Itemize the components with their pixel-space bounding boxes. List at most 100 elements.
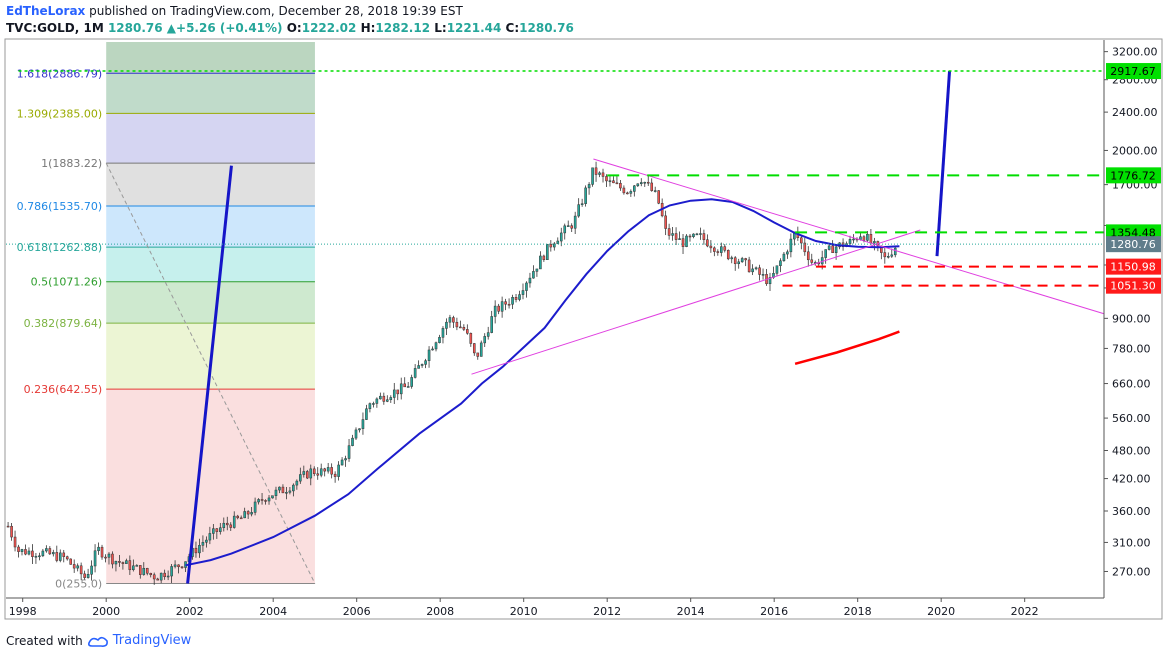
publish-line: EdTheLorax published on TradingView.com,… <box>6 4 463 18</box>
x-tick-label: 2018 <box>844 605 872 618</box>
y-tick-label: 780.00 <box>1112 342 1151 355</box>
x-tick-label: 2014 <box>677 605 705 618</box>
candle-body <box>681 238 685 247</box>
candle-body <box>69 558 73 565</box>
candle-body <box>761 274 765 276</box>
fib-zone <box>106 73 315 114</box>
candle-body <box>386 399 389 402</box>
tradingview-logo-icon[interactable] <box>87 634 109 648</box>
candle-body <box>354 429 358 439</box>
candle-body <box>410 377 413 387</box>
axes-layer: 270.00 310.00 360.00 420.00 480.00 560.00 660.… <box>4 38 1163 620</box>
candle-body <box>219 527 222 532</box>
candle-body <box>789 238 793 253</box>
candle-body <box>706 239 709 247</box>
candle-body <box>111 553 114 565</box>
candle-body <box>504 301 507 305</box>
candle-body <box>65 556 69 560</box>
tradingview-brand[interactable]: TradingView <box>112 633 192 648</box>
candle-body <box>52 552 55 555</box>
candle-body <box>518 294 521 300</box>
candle-body <box>827 245 831 250</box>
candle-body <box>406 386 410 388</box>
candle-body <box>396 389 400 395</box>
candle-body <box>726 250 730 260</box>
candle-body <box>751 268 754 273</box>
candle-body <box>278 486 281 491</box>
candle-body <box>222 522 226 528</box>
candle-body <box>497 305 500 312</box>
candle-body <box>650 182 654 191</box>
candle-body <box>643 181 647 184</box>
x-tick-label: 2004 <box>259 605 287 618</box>
candle-body <box>472 343 476 354</box>
candle-body <box>93 550 97 567</box>
candle-body <box>31 550 34 557</box>
fib-zone <box>106 113 315 164</box>
candle-body <box>553 243 556 248</box>
candle-body <box>810 259 814 263</box>
candle-body <box>695 233 699 236</box>
candle-body <box>305 471 309 479</box>
drawings-layer <box>6 70 1105 584</box>
candle-body <box>619 182 622 189</box>
candle-body <box>859 236 862 240</box>
candle-body <box>667 228 671 236</box>
candle-body <box>424 360 427 365</box>
candle-body <box>754 267 758 270</box>
x-tick-label: 2020 <box>927 605 955 618</box>
candle-body <box>462 327 466 330</box>
candle-body <box>716 251 720 253</box>
candle-body <box>326 467 330 472</box>
candle-body <box>163 572 166 578</box>
candle-body <box>438 337 441 343</box>
candle-body <box>13 536 17 548</box>
x-tick-label: 2008 <box>426 605 454 618</box>
candle-body <box>399 383 403 395</box>
candle-body <box>323 468 326 472</box>
candle-body <box>455 321 459 328</box>
candle-body <box>97 546 100 552</box>
candle-body <box>114 561 118 565</box>
candle-body <box>201 542 205 546</box>
x-tick-label: 2010 <box>510 605 538 618</box>
price-tag <box>1106 258 1161 275</box>
low-value: 1221.44 <box>446 21 502 35</box>
candle-body <box>76 565 79 569</box>
candle-body <box>205 539 208 543</box>
price-tag <box>1106 236 1161 253</box>
candle-body <box>340 459 344 466</box>
candle-body <box>271 495 274 499</box>
candle-body <box>664 215 667 229</box>
ohlc-line: TVC:GOLD, 1M 1280.76 ▲+5.26 (+0.41%) O:1… <box>6 21 574 35</box>
y-tick-label: 480.00 <box>1112 445 1151 458</box>
candle-body <box>605 176 608 182</box>
candle-body <box>125 560 128 564</box>
candle-body <box>337 464 340 477</box>
candle-body <box>448 317 452 323</box>
candle-body <box>295 480 299 486</box>
candle-body <box>493 305 497 317</box>
y-tick-label: 2400.00 <box>1112 106 1158 119</box>
candle-body <box>692 233 695 237</box>
author-name[interactable]: EdTheLorax <box>6 4 86 18</box>
candle-body <box>612 180 615 184</box>
candle-body <box>633 185 636 192</box>
candle-body <box>476 352 480 357</box>
moving-average-line <box>185 198 900 567</box>
candle-body <box>420 364 424 366</box>
candle-body <box>198 545 201 554</box>
candle-body <box>243 511 246 519</box>
symbol-label: TVC:GOLD, 1M <box>6 21 104 35</box>
candle-body <box>392 389 396 398</box>
candle-body <box>86 574 90 578</box>
candle-body <box>264 500 267 502</box>
candle-body <box>107 553 111 558</box>
triangle-upper-line <box>593 158 1105 315</box>
candle-body <box>500 301 504 312</box>
candle-body <box>152 574 156 580</box>
candle-body <box>678 238 681 240</box>
close-label: C: <box>505 21 520 35</box>
